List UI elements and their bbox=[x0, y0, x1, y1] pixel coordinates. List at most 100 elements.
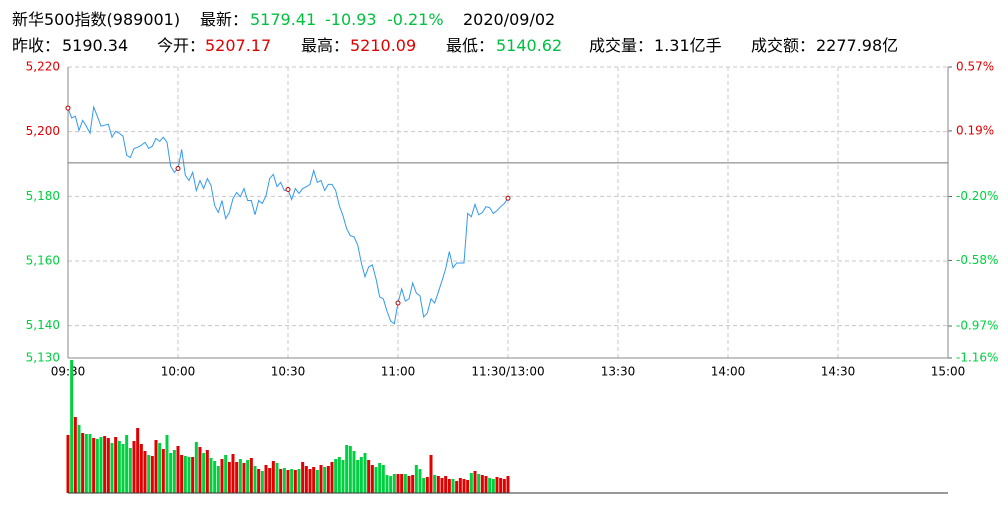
volume-bar bbox=[187, 457, 191, 493]
volume-bar bbox=[451, 479, 455, 493]
volume-bar bbox=[301, 462, 305, 493]
stat-value: 5140.62 bbox=[496, 36, 563, 55]
volume-bar bbox=[345, 445, 349, 493]
volume-bar bbox=[286, 470, 290, 493]
volume-bar bbox=[147, 455, 151, 493]
volume-bar bbox=[253, 466, 257, 493]
volume-bar bbox=[224, 455, 228, 493]
volume-bar bbox=[359, 457, 363, 493]
volume-bar bbox=[304, 466, 308, 493]
volume-bar bbox=[117, 441, 121, 493]
volume-bar bbox=[213, 461, 217, 493]
volume-bar bbox=[374, 467, 378, 493]
volume-bar bbox=[480, 475, 484, 493]
volume-bar bbox=[488, 478, 492, 493]
volume-bar bbox=[315, 470, 319, 493]
volume-bar bbox=[425, 477, 429, 493]
stat-value: 2277.98亿 bbox=[816, 36, 899, 55]
volume-bar bbox=[290, 469, 294, 493]
stat-value: 5207.17 bbox=[205, 36, 272, 55]
stat-label: 成交量： bbox=[589, 36, 654, 55]
volume-bar bbox=[70, 360, 74, 493]
volume-bar bbox=[88, 434, 92, 493]
volume-bar bbox=[370, 465, 374, 493]
volume-bar bbox=[352, 451, 356, 493]
volume-bar bbox=[455, 481, 459, 493]
x-tick-label: 11:00 bbox=[381, 365, 416, 379]
volume-bar bbox=[271, 461, 275, 493]
volume-bar bbox=[411, 475, 415, 493]
volume-bar bbox=[125, 435, 129, 493]
volume-bar bbox=[308, 469, 312, 493]
volume-bar bbox=[264, 465, 268, 493]
volume-bar bbox=[473, 471, 477, 493]
volume-bar bbox=[150, 456, 154, 493]
y-tick-label: 5,130 bbox=[26, 351, 60, 365]
volume-bar bbox=[326, 466, 330, 493]
volume-bar bbox=[143, 451, 147, 493]
volume-bar bbox=[99, 437, 103, 493]
quote-item: 2020/09/02 bbox=[463, 10, 556, 29]
volume-bar bbox=[341, 460, 345, 493]
volume-bar bbox=[458, 478, 462, 493]
volume-bar bbox=[282, 468, 286, 493]
y-tick-label: 5,160 bbox=[26, 254, 60, 268]
y-tick-label: 5,140 bbox=[26, 318, 60, 332]
volume-bar bbox=[392, 474, 396, 493]
volume-bar bbox=[506, 476, 510, 493]
volume-bar bbox=[220, 459, 224, 493]
volume-bar bbox=[422, 478, 426, 493]
volume-bar bbox=[216, 466, 220, 493]
volume-bar bbox=[466, 480, 470, 493]
volume-bar bbox=[334, 459, 338, 493]
volume-bar bbox=[319, 465, 323, 493]
volume-bar bbox=[462, 479, 466, 493]
quote-item: 最新： bbox=[200, 10, 249, 29]
volume-bar bbox=[73, 417, 77, 493]
volume-bar bbox=[260, 471, 264, 493]
x-tick-label: 14:30 bbox=[821, 365, 856, 379]
volume-bar bbox=[330, 462, 334, 493]
volume-bar bbox=[477, 474, 481, 493]
volume-bar bbox=[81, 433, 85, 493]
volume-bar bbox=[323, 467, 327, 493]
volume-bar bbox=[257, 469, 261, 493]
volume-bar bbox=[139, 444, 143, 493]
volume-bar bbox=[169, 453, 173, 493]
volume-bar bbox=[444, 476, 448, 493]
volume-bar bbox=[403, 474, 407, 493]
volume-bar bbox=[433, 475, 437, 493]
volume-bar bbox=[499, 478, 503, 493]
volume-bar bbox=[183, 456, 187, 493]
volume-bar bbox=[297, 469, 301, 493]
volume-bar bbox=[238, 459, 242, 493]
volume-bar bbox=[436, 476, 440, 493]
price-marker bbox=[395, 300, 401, 306]
volume-bar bbox=[198, 447, 202, 493]
volume-bar bbox=[180, 455, 184, 493]
volume-bar bbox=[385, 475, 389, 493]
volume-bar bbox=[172, 450, 176, 493]
volume-bar bbox=[249, 458, 253, 493]
volume-bar bbox=[158, 443, 162, 493]
volume-bar bbox=[312, 467, 316, 493]
y2-tick-label: -0.58% bbox=[956, 253, 998, 267]
x-tick-label: 14:00 bbox=[711, 365, 746, 379]
stat-value: 1.31亿手 bbox=[654, 36, 722, 55]
volume-bar bbox=[400, 474, 404, 493]
volume-bar bbox=[414, 465, 418, 493]
index-name: 新华500指数(989001) bbox=[12, 10, 181, 29]
volume-bar bbox=[110, 443, 114, 493]
volume-bar bbox=[209, 458, 213, 493]
volume-bar bbox=[418, 469, 422, 493]
volume-bar bbox=[469, 473, 473, 493]
y2-tick-label: -1.16% bbox=[956, 351, 998, 365]
volume-bar bbox=[176, 446, 180, 493]
x-tick-label: 09:30 bbox=[51, 365, 86, 379]
price-marker bbox=[285, 187, 291, 193]
stat-label: 昨收： bbox=[12, 36, 61, 55]
volume-bar bbox=[447, 479, 451, 493]
volume-bar bbox=[378, 463, 382, 493]
volume-bar bbox=[161, 449, 165, 493]
